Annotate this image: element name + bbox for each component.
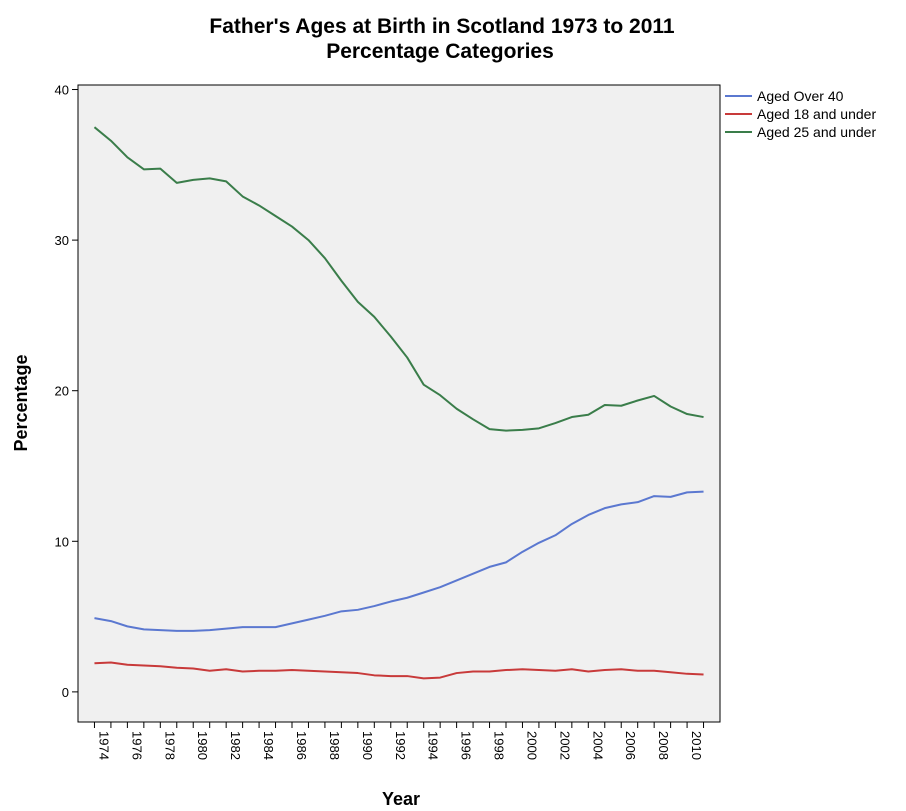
y-tick-label: 20 bbox=[55, 384, 69, 399]
series-line-aged-over-40 bbox=[94, 490, 704, 632]
series-line-aged-25-and-under bbox=[93, 126, 704, 432]
chart-subtitle: Percentage Categories bbox=[326, 40, 554, 63]
x-tick-label: 1988 bbox=[327, 731, 342, 760]
series-line-aged-18-and-under bbox=[94, 661, 704, 680]
x-tick-label: 1974 bbox=[96, 731, 111, 760]
x-tick-label: 2002 bbox=[557, 731, 572, 760]
x-tick-label: 1994 bbox=[426, 731, 441, 760]
y-tick-label: 30 bbox=[55, 233, 69, 248]
legend: Aged Over 40 Aged 18 and under Aged 25 and… bbox=[725, 88, 876, 140]
plot-area bbox=[77, 84, 721, 723]
y-tick-label: 10 bbox=[55, 534, 69, 549]
x-tick-label: 1998 bbox=[492, 731, 507, 760]
y-axis: 0 10 20 30 40 bbox=[55, 83, 78, 700]
x-tick-label: 2004 bbox=[590, 731, 605, 760]
y-axis-title: Percentage bbox=[11, 354, 31, 451]
y-tick-label: 0 bbox=[62, 685, 69, 700]
series-lines bbox=[93, 126, 704, 680]
x-tick-label: 1984 bbox=[261, 731, 276, 760]
x-tick-label: 2010 bbox=[689, 731, 704, 760]
y-tick-label: 40 bbox=[55, 83, 69, 98]
x-tick-label: 1976 bbox=[129, 731, 144, 760]
legend-label: Aged Over 40 bbox=[757, 88, 844, 104]
x-tick-label: 2000 bbox=[524, 731, 539, 760]
x-tick-label: 1982 bbox=[228, 731, 243, 760]
legend-label: Aged 25 and under bbox=[757, 124, 876, 140]
x-tick-label: 1990 bbox=[360, 731, 375, 760]
x-axis: 1974 1976 1978 1980 1982 1984 1986 1988 1990 1992… bbox=[93, 722, 704, 760]
x-tick-label: 1978 bbox=[162, 731, 177, 760]
x-tick-label: 1996 bbox=[459, 731, 474, 760]
x-tick-label: 1980 bbox=[195, 731, 210, 760]
legend-label: Aged 18 and under bbox=[757, 106, 876, 122]
x-tick-label: 2008 bbox=[656, 731, 671, 760]
chart-title: Father's Ages at Birth in Scotland 1973 … bbox=[209, 15, 675, 38]
x-tick-label: 2006 bbox=[623, 731, 638, 760]
x-tick-label: 1992 bbox=[393, 731, 408, 760]
x-axis-title: Year bbox=[382, 789, 420, 809]
x-tick-label: 1986 bbox=[294, 731, 309, 760]
